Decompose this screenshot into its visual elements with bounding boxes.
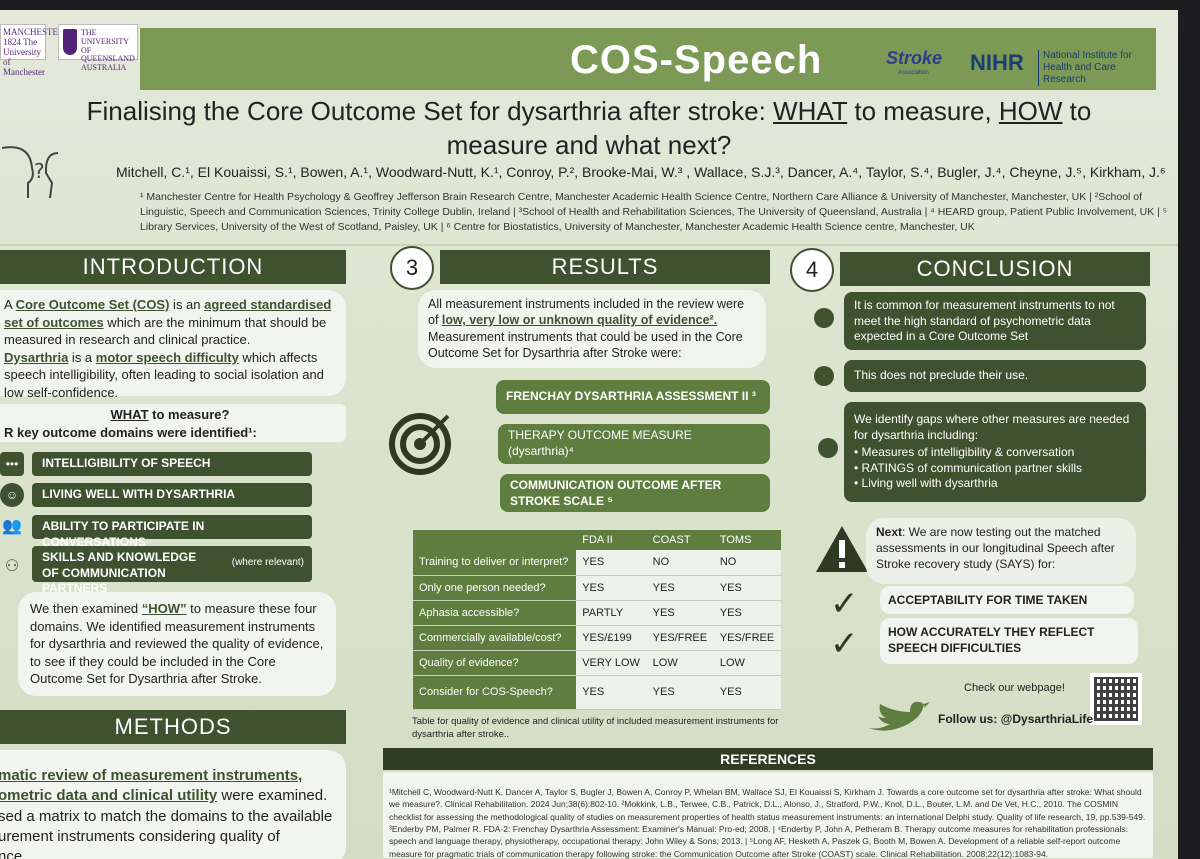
table-header-row: FDA II COAST TOMS [413,530,781,550]
check-icon: ✓ [830,625,859,663]
domain-conversations: ABILITY TO PARTICIPATE IN CONVERSATIONS [32,515,312,549]
what-to-measure-card: WHAT to measure? R key outcome domains w… [0,404,346,442]
instrument-tom: THERAPY OUTCOME MEASURE (dysarthria)⁴ [498,424,770,464]
qr-code-icon[interactable] [1090,673,1142,725]
check-accuracy: HOW ACCURATELY THEY REFLECT SPEECH DIFFI… [880,618,1138,664]
table-header: FDA II [576,530,647,550]
conclusion-point-3: We identify gaps where other measures ar… [844,402,1146,502]
conclusion-point-2: This does not preclude their use. [844,360,1146,392]
bullet-icon [814,366,834,386]
stroke-association-sub: Association [898,70,929,76]
methods-heading: METHODS [0,710,346,744]
title-how: HOW [998,96,1063,126]
table-row: Only one person needed? YES YES YES [413,575,781,601]
twitter-bird-icon [868,701,930,731]
author-list: Mitchell, C.¹, El Kouaissi, S.¹, Bowen, … [116,164,1166,180]
conversation-icon: ⚇ [4,558,20,575]
results-heading: RESULTS [440,250,770,284]
nihr-logo: NIHR [970,50,1024,75]
results-table: FDA II COAST TOMS Training to deliver or… [413,530,781,710]
results-intro-card: All measurement instruments included in … [418,290,766,368]
table-header: COAST [646,530,714,550]
table-row: Aphasia accessible? PARTLY YES YES [413,600,781,626]
conclusion-heading: CONCLUSION [840,252,1150,286]
table-row: Training to deliver or interpret? YES NO NO [413,550,781,576]
follow-handle[interactable]: Follow us: @DysarthriaLife [938,712,1094,726]
svg-text:?: ? [34,159,45,183]
funder-logos: Stroke Association NIHR National Institu… [886,46,1156,86]
smile-icon: ☺ [0,483,24,507]
conclusion-number: 4 [790,248,834,292]
domain-communication-partners: SKILLS AND KNOWLEDGE OF COMMUNICATION PA… [32,546,312,595]
manchester-logo: MANCHESTER 1824 The University of Manche… [0,24,64,77]
webpage-text: Check our webpage! [964,682,1065,694]
instrument-coast: COMMUNICATION OUTCOME AFTER STROKE SCALE… [500,474,770,512]
banner-title: COS-Speech [570,38,823,82]
people-icon: 👥 [2,518,22,535]
conclusion-point-1: It is common for measurement instruments… [844,292,1146,350]
table-row: Consider for COS-Speech? YES YES YES [413,675,781,710]
introduction-heading: INTRODUCTION [0,250,346,284]
nihr-logo-text: National Institute for Health and Care R… [1038,50,1156,86]
table-header [413,530,577,550]
domain-intelligibility: INTELLIGIBILITY OF SPEECH [32,452,312,476]
warning-icon [816,526,868,572]
table-row: Quality of evidence? VERY LOW LOW LOW [413,650,781,676]
how-card: We then examined “HOW” to measure these … [18,592,336,696]
table-row: Commercially available/cost? YES/£199 YES/… [413,625,781,651]
poster: COS-Speech MANCHESTER 1824 The Universit… [0,10,1178,859]
speech-bubble-icon: ••• [0,452,24,476]
poster-title: Finalising the Core Outcome Set for dysa… [86,96,1092,161]
wall-edge [1178,0,1200,859]
references-text: ¹Mitchell C, Woodward-Nutt K, Dancer A, … [383,772,1153,859]
table-caption: Table for quality of evidence and clinic… [412,716,779,740]
intro-card: A Core Outcome Set (COS) is an agreed st… [0,290,346,400]
next-card: Next: We are now testing out the matched… [866,518,1136,584]
affiliations: ¹ Manchester Centre for Health Psycholog… [140,191,1168,234]
methods-card: matic review of measurement instruments,… [0,750,346,859]
bullet-icon [814,308,834,328]
uq-crest-icon [63,29,77,55]
target-icon [389,413,451,475]
divider [0,244,1178,246]
table-header: TOMS [713,530,781,550]
check-icon: ✓ [830,585,859,623]
title-banner: COS-Speech [140,28,1156,90]
instrument-fda: FRENCHAY DYSARTHRIA ASSESSMENT II ³ [496,380,770,414]
results-number: 3 [390,246,434,290]
check-acceptability: ACCEPTABILITY FOR TIME TAKEN [880,586,1134,614]
title-what: WHAT [773,96,848,126]
uq-logo: THE UNIVERSITY OF QUEENSLAND AUSTRALIA [58,24,138,72]
domain-living-well: LIVING WELL WITH DYSARTHRIA [32,483,312,507]
heads-question-icon: ? [1,146,59,199]
references-heading: REFERENCES [383,748,1153,770]
stroke-association-logo: Stroke [886,48,943,68]
bullet-icon [818,438,838,458]
